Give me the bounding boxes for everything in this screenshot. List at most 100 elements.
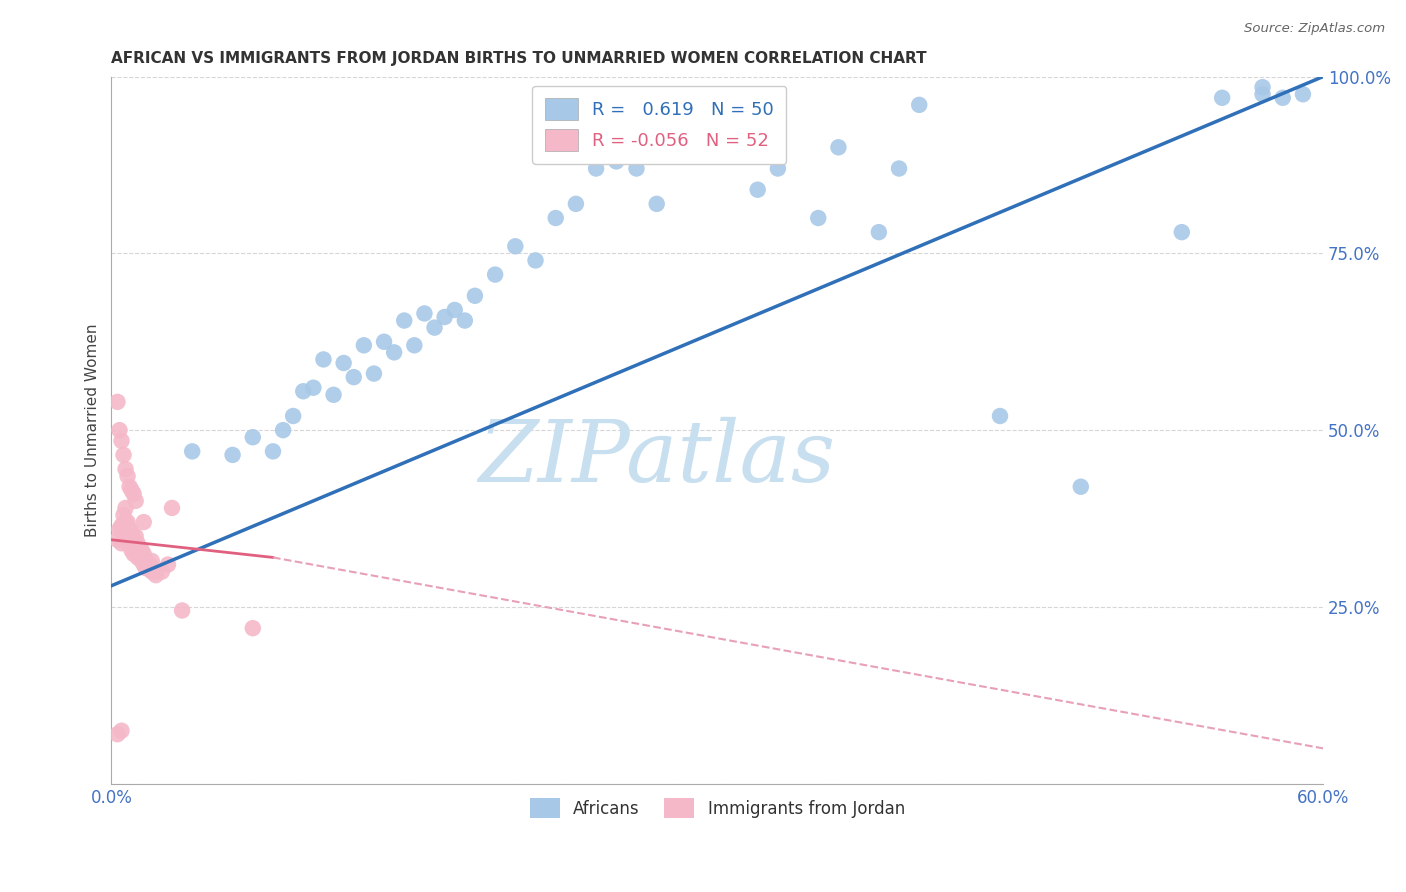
Point	[107, 727, 129, 741]
Point	[433, 310, 456, 324]
Point	[156, 558, 179, 572]
Point	[423, 320, 446, 334]
Point	[1171, 225, 1194, 239]
Point	[127, 550, 149, 565]
Point	[262, 444, 284, 458]
Point	[505, 239, 527, 253]
Point	[128, 550, 150, 565]
Point	[172, 603, 194, 617]
Point	[484, 268, 506, 282]
Point	[292, 384, 315, 399]
Point	[353, 338, 375, 352]
Point	[107, 533, 129, 547]
Point	[112, 525, 135, 540]
Point	[112, 448, 135, 462]
Point	[908, 98, 931, 112]
Point	[139, 558, 162, 572]
Point	[283, 409, 305, 423]
Point	[118, 536, 141, 550]
Point	[413, 306, 436, 320]
Point	[565, 197, 588, 211]
Point	[110, 518, 132, 533]
Point	[122, 487, 145, 501]
Point	[117, 469, 139, 483]
Point	[117, 515, 139, 529]
Point	[807, 211, 830, 225]
Point	[124, 529, 146, 543]
Point	[585, 161, 607, 176]
Point	[827, 140, 849, 154]
Point	[1251, 80, 1274, 95]
Point	[747, 183, 769, 197]
Point	[150, 565, 173, 579]
Point	[114, 462, 136, 476]
Point	[124, 494, 146, 508]
Point	[145, 568, 167, 582]
Point	[117, 536, 139, 550]
Point	[373, 334, 395, 349]
Point	[312, 352, 335, 367]
Point	[394, 313, 416, 327]
Point	[1211, 91, 1233, 105]
Point	[1070, 480, 1092, 494]
Legend: Africans, Immigrants from Jordan: Africans, Immigrants from Jordan	[523, 791, 911, 825]
Text: AFRICAN VS IMMIGRANTS FROM JORDAN BIRTHS TO UNMARRIED WOMEN CORRELATION CHART: AFRICAN VS IMMIGRANTS FROM JORDAN BIRTHS…	[111, 51, 927, 66]
Point	[343, 370, 366, 384]
Point	[141, 554, 163, 568]
Point	[1271, 91, 1294, 105]
Point	[706, 140, 728, 154]
Point	[118, 480, 141, 494]
Point	[605, 154, 627, 169]
Point	[141, 565, 163, 579]
Point	[332, 356, 354, 370]
Point	[131, 543, 153, 558]
Y-axis label: Births to Unmarried Women: Births to Unmarried Women	[86, 324, 100, 537]
Point	[118, 522, 141, 536]
Point	[108, 522, 131, 536]
Point	[112, 508, 135, 522]
Point	[160, 500, 183, 515]
Point	[443, 302, 465, 317]
Point	[665, 126, 688, 140]
Point	[464, 289, 486, 303]
Point	[363, 367, 385, 381]
Point	[122, 547, 145, 561]
Point	[114, 500, 136, 515]
Point	[242, 430, 264, 444]
Point	[122, 533, 145, 547]
Point	[135, 561, 157, 575]
Point	[404, 338, 426, 352]
Point	[988, 409, 1011, 423]
Point	[524, 253, 547, 268]
Point	[124, 547, 146, 561]
Point	[136, 561, 159, 575]
Point	[110, 434, 132, 448]
Point	[131, 554, 153, 568]
Point	[121, 483, 143, 498]
Point	[1251, 87, 1274, 102]
Point	[121, 525, 143, 540]
Point	[645, 197, 668, 211]
Point	[132, 558, 155, 572]
Point	[271, 423, 294, 437]
Point	[142, 565, 165, 579]
Point	[107, 395, 129, 409]
Point	[322, 388, 344, 402]
Point	[1292, 87, 1315, 102]
Point	[454, 313, 477, 327]
Point	[108, 423, 131, 437]
Point	[135, 554, 157, 568]
Point	[868, 225, 890, 239]
Point	[127, 536, 149, 550]
Text: ZIPatlas: ZIPatlas	[478, 417, 835, 500]
Point	[128, 543, 150, 558]
Point	[132, 515, 155, 529]
Text: Source: ZipAtlas.com: Source: ZipAtlas.com	[1244, 22, 1385, 36]
Point	[544, 211, 567, 225]
Point	[766, 161, 789, 176]
Point	[302, 381, 325, 395]
Point	[242, 621, 264, 635]
Point	[121, 543, 143, 558]
Point	[114, 515, 136, 529]
Point	[221, 448, 243, 462]
